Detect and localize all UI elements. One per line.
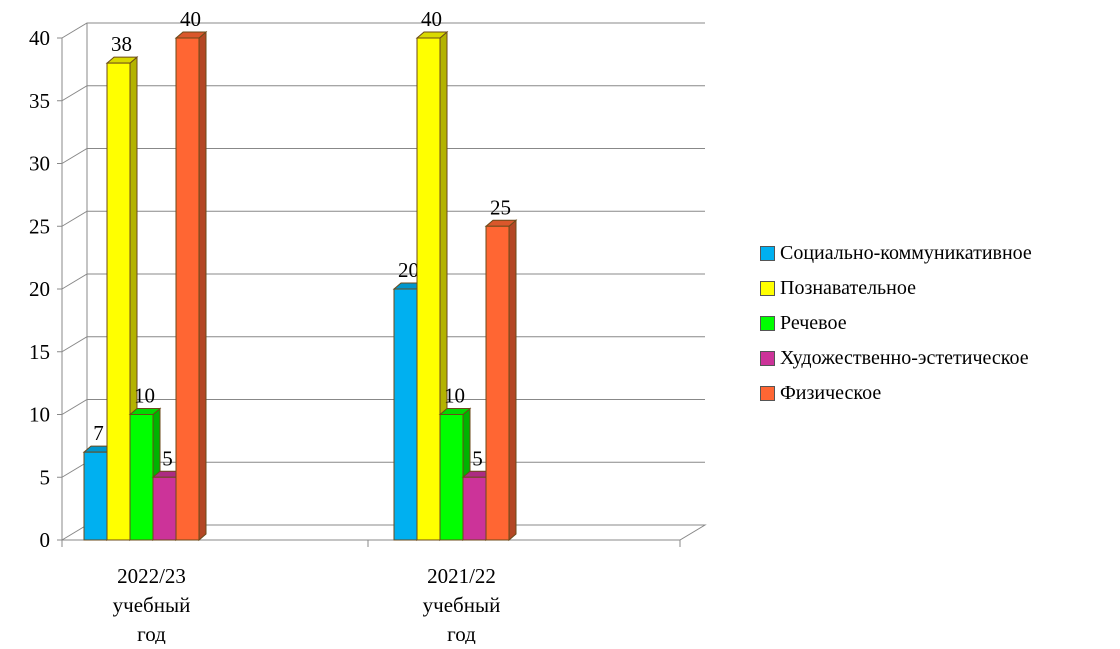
- bar: [83, 451, 108, 541]
- legend-item-0: Социально-коммуникативное: [760, 236, 1032, 271]
- legend-item-3: Художественно-эстетическое: [760, 341, 1032, 376]
- legend-swatch-0: [760, 246, 775, 261]
- data-label: 10: [134, 384, 155, 408]
- data-label: 40: [180, 7, 201, 31]
- gridline-30: [61, 148, 705, 164]
- legend-swatch-2: [760, 316, 775, 331]
- legend-swatch-1: [760, 281, 775, 296]
- y-tick-label: 40: [29, 26, 50, 50]
- bar: [152, 476, 177, 541]
- x-category-label: 2021/22: [427, 564, 496, 588]
- bar: [416, 37, 441, 541]
- bar: [106, 62, 131, 541]
- legend-label-3: Художественно-эстетическое: [780, 347, 1029, 369]
- y-tick-label: 15: [29, 340, 50, 364]
- legend-swatch-4: [760, 386, 775, 401]
- legend-label-2: Речевое: [780, 312, 847, 334]
- gridline-15: [61, 336, 705, 353]
- bar: [393, 288, 418, 541]
- data-label: 7: [93, 421, 104, 445]
- data-label: 25: [490, 195, 511, 219]
- y-tick-label: 20: [29, 277, 50, 301]
- data-label: 38: [111, 32, 132, 56]
- x-category-label: учебный: [113, 593, 191, 617]
- gridline-40: [61, 22, 705, 39]
- bar: [175, 37, 200, 541]
- legend-label-4: Физическое: [780, 382, 882, 404]
- data-label: 40: [421, 7, 442, 31]
- legend-item-2: Речевое: [760, 306, 1032, 341]
- y-tick-label: 0: [40, 528, 51, 552]
- bar-side: [198, 30, 207, 542]
- gridline-25: [61, 210, 705, 227]
- legend-item-1: Познавательное: [760, 271, 1032, 306]
- gridline-35: [61, 85, 705, 102]
- bar-side: [508, 219, 517, 542]
- y-tick-label: 5: [40, 465, 51, 489]
- data-label: 10: [444, 384, 465, 408]
- data-label: 5: [162, 446, 173, 470]
- y-tick-label: 25: [29, 214, 50, 238]
- bar: [485, 225, 510, 541]
- legend-label-0: Социально-коммуникативное: [780, 242, 1032, 264]
- gridline-20: [61, 273, 705, 290]
- y-tick-label: 35: [29, 89, 50, 113]
- x-category-label: 2022/23: [117, 564, 186, 588]
- x-category-label: учебный: [423, 593, 501, 617]
- bar: [462, 476, 487, 541]
- legend-swatch-3: [760, 351, 775, 366]
- legend: Социально-коммуникативное Познавательное…: [760, 236, 1032, 411]
- x-category-label: год: [447, 622, 476, 644]
- bar: [129, 414, 154, 541]
- y-tick-label: 30: [29, 152, 50, 176]
- legend-label-1: Познавательное: [780, 277, 917, 299]
- data-label: 5: [472, 446, 483, 470]
- data-label: 20: [398, 258, 419, 282]
- x-category-label: год: [137, 622, 166, 644]
- y-tick-label: 10: [29, 403, 50, 427]
- legend-item-4: Физическое: [760, 376, 1032, 411]
- bar: [439, 414, 464, 541]
